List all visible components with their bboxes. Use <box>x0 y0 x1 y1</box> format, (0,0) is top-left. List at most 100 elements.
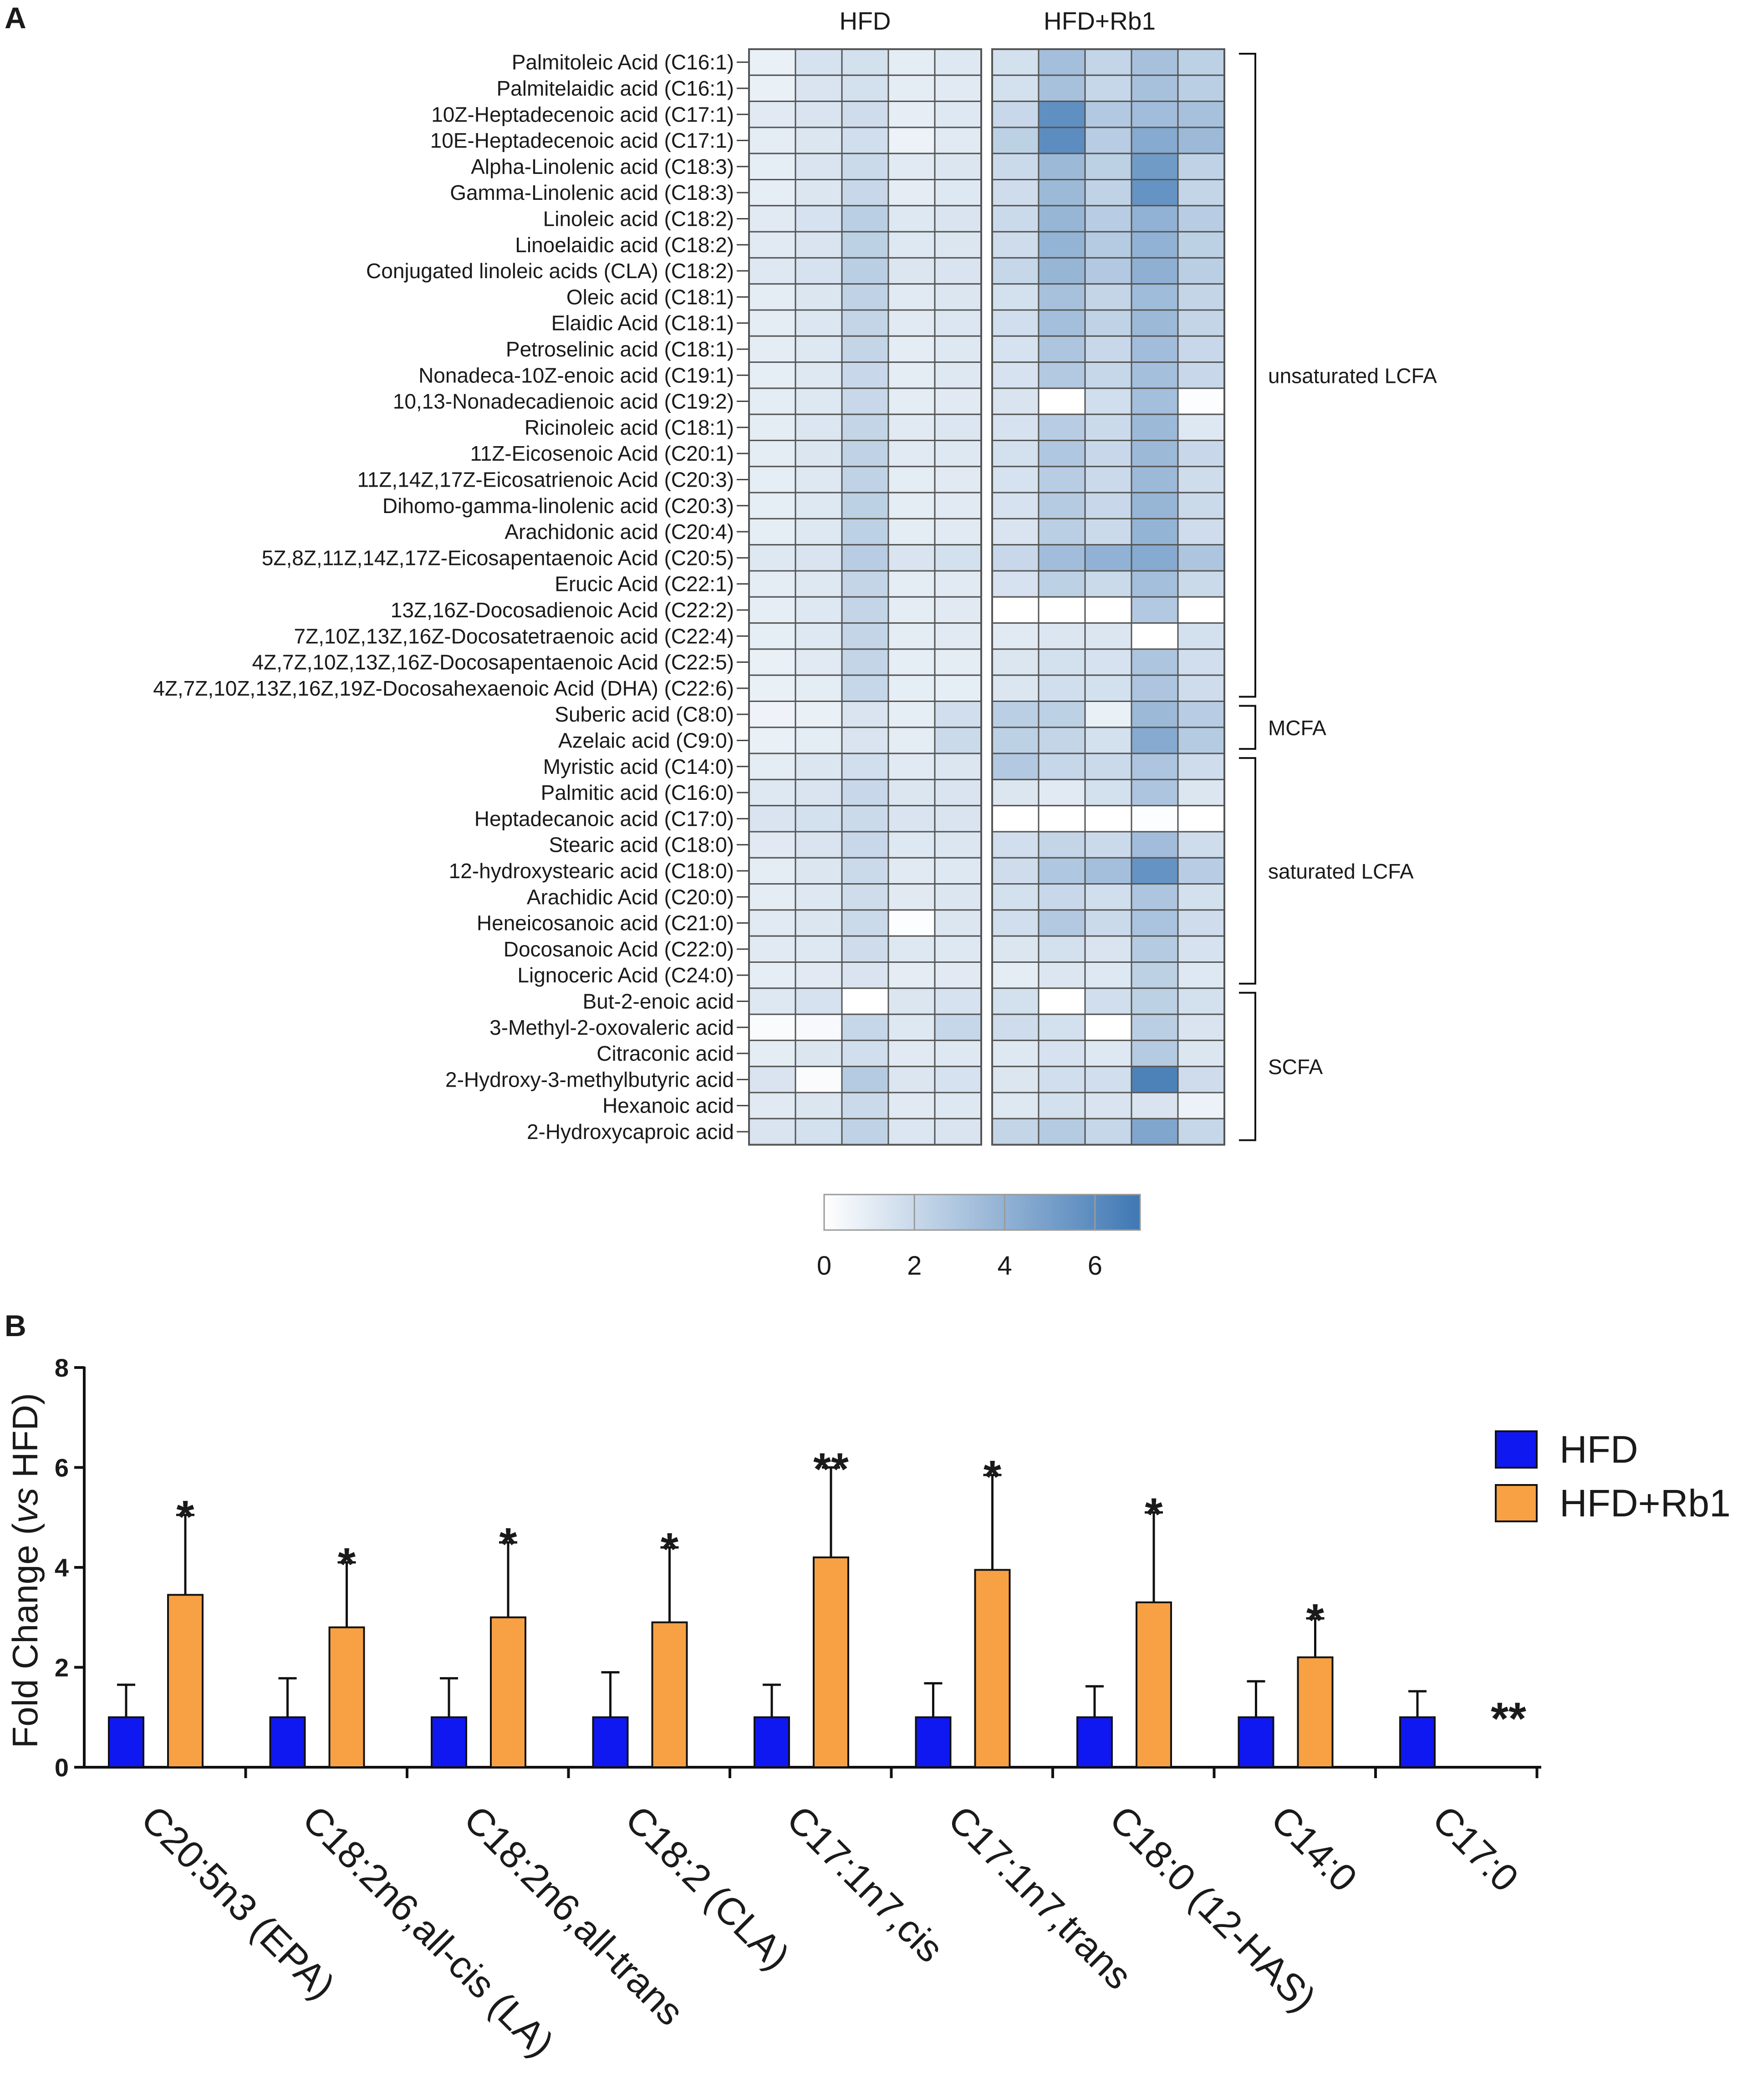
heatmap-cell <box>795 413 843 442</box>
heatmap-cell <box>991 987 1040 1015</box>
heatmap-cell <box>991 101 1040 128</box>
heatmap-cell <box>1131 1039 1179 1068</box>
heatmap-cell <box>748 805 796 833</box>
heatmap-cell <box>748 1066 796 1093</box>
heatmap-cell <box>1084 570 1132 598</box>
heatmap-cell <box>748 596 796 624</box>
heatmap-cell <box>795 518 843 546</box>
heatmap-cell <box>1131 335 1179 363</box>
bar-hfd <box>1399 1716 1436 1768</box>
heatmap-cell <box>841 492 889 519</box>
heatmap-cell <box>795 883 843 911</box>
heatmap-cell <box>887 309 936 337</box>
heatmap-cell <box>1131 492 1179 519</box>
heatmap-cell <box>841 1013 889 1041</box>
heatmap-cell <box>795 466 843 493</box>
heatmap-cell <box>1084 335 1132 363</box>
bar-hfd <box>108 1716 144 1768</box>
heatmap-cell <box>1131 622 1179 650</box>
heatmap-cell <box>1038 257 1086 285</box>
heatmap-cell <box>795 440 843 468</box>
heatmap-cell <box>934 205 982 233</box>
heatmap-cell <box>934 1066 982 1093</box>
heatmap-cell <box>795 909 843 937</box>
bracket-label-mcfa: MCFA <box>1268 716 1326 740</box>
heatmap-cell <box>1038 909 1086 937</box>
heatmap-cell <box>991 674 1040 702</box>
heatmap-cell <box>887 622 936 650</box>
heatmap-row-label: 11Z,14Z,17Z-Eicosatrienoic Acid (C20:3) <box>357 468 734 491</box>
heatmap-cell <box>934 1039 982 1068</box>
heatmap-cell <box>934 74 982 102</box>
colorbar-tick-label: 6 <box>1088 1251 1102 1281</box>
heatmap-cell <box>1131 961 1179 989</box>
heatmap-cell <box>1084 674 1132 702</box>
heatmap-cell <box>1084 987 1132 1015</box>
heatmap-cell <box>841 753 889 780</box>
heatmap-cell <box>1131 935 1179 963</box>
heatmap-cell <box>991 205 1040 233</box>
heatmap-cell <box>841 596 889 624</box>
heatmap-cell <box>1038 48 1086 76</box>
heatmap-cell <box>1038 727 1086 754</box>
bar-hfd <box>754 1716 790 1768</box>
heatmap-cell <box>1084 701 1132 728</box>
heatmap-cell <box>841 674 889 702</box>
heatmap-cell <box>1084 935 1132 963</box>
heatmap-cell <box>1131 1066 1179 1093</box>
heatmap-cell <box>1084 361 1132 389</box>
heatmap-cell <box>841 987 889 1015</box>
heatmap-cell <box>1177 231 1225 259</box>
heatmap-cell <box>887 778 936 807</box>
heatmap-cell <box>1177 727 1225 754</box>
heatmap-cell <box>934 466 982 493</box>
bar-hfd <box>1076 1716 1113 1768</box>
heatmap-row-label: Arachidonic acid (C20:4) <box>504 520 734 544</box>
heatmap-cell <box>841 387 889 415</box>
heatmap-row-label: 10E-Heptadecenoic acid (C17:1) <box>430 129 734 153</box>
heatmap-cell <box>1038 413 1086 442</box>
heatmap-cell <box>1177 361 1225 389</box>
heatmap-cell <box>748 570 796 598</box>
heatmap-cell <box>748 361 796 389</box>
heatmap-cell <box>1038 961 1086 989</box>
significance-marker: ** <box>1491 1693 1526 1744</box>
bar-hfd <box>915 1716 952 1768</box>
heatmap-row-label: 4Z,7Z,10Z,13Z,16Z-Docosapentaenoic Acid … <box>252 651 734 674</box>
significance-marker: * <box>338 1539 356 1590</box>
heatmap-cell <box>795 387 843 415</box>
heatmap-cell <box>991 596 1040 624</box>
heatmap-cell <box>1131 648 1179 676</box>
heatmap-cell <box>887 961 936 989</box>
bar-hfd-rb1 <box>1297 1656 1334 1769</box>
heatmap-cell <box>748 935 796 963</box>
heatmap-cell <box>1038 987 1086 1015</box>
heatmap-cell <box>748 883 796 911</box>
heatmap-cell <box>934 48 982 76</box>
heatmap-cell <box>991 1066 1040 1093</box>
heatmap-cell <box>887 101 936 128</box>
heatmap-row-label: Heptadecanoic acid (C17:0) <box>474 807 734 830</box>
heatmap-cell <box>887 387 936 415</box>
heatmap-cell <box>1038 466 1086 493</box>
heatmap-row-label: 10Z-Heptadecenoic acid (C17:1) <box>431 102 734 126</box>
heatmap-cell <box>1084 309 1132 337</box>
bracket-label-unsaturated-lcfa: unsaturated LCFA <box>1268 364 1437 387</box>
heatmap-cell <box>1038 309 1086 337</box>
bracket-unsaturated-lcfa <box>1239 53 1256 698</box>
heatmap-cell <box>1177 101 1225 128</box>
heatmap-cell <box>748 1039 796 1068</box>
heatmap-cell <box>841 48 889 76</box>
heatmap-cell <box>748 283 796 311</box>
heatmap-cell <box>934 492 982 519</box>
heatmap-cell <box>1084 518 1132 546</box>
heatmap-cell <box>887 883 936 911</box>
heatmap-cell <box>887 805 936 833</box>
heatmap-cell <box>748 778 796 807</box>
heatmap-cell <box>795 101 843 128</box>
heatmap-cell <box>748 257 796 285</box>
heatmap-cell <box>1131 127 1179 154</box>
heatmap-cell <box>748 205 796 233</box>
heatmap-cell <box>1084 205 1132 233</box>
heatmap-cell <box>887 727 936 754</box>
